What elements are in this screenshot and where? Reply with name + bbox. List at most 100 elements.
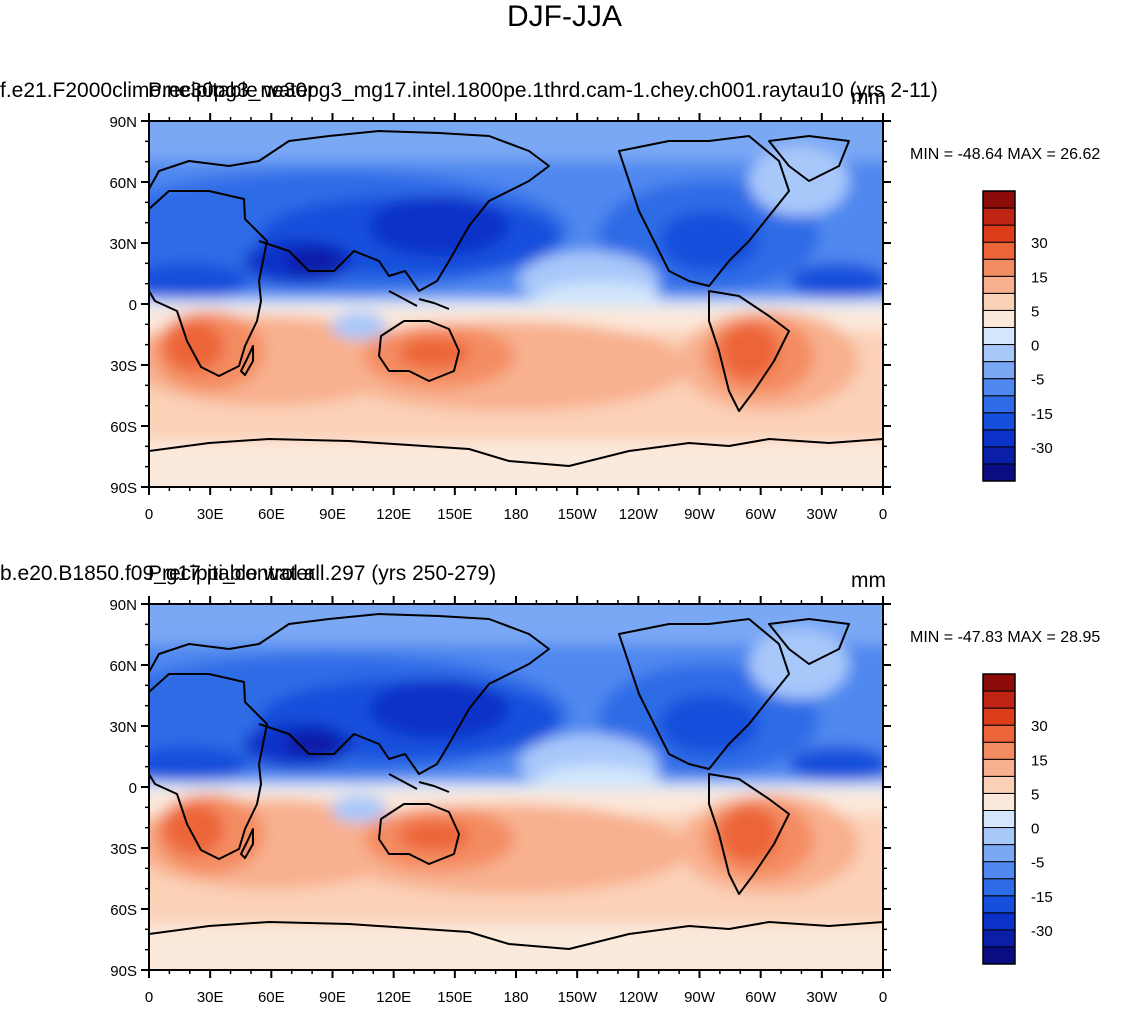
colorbar-box (982, 326, 1016, 346)
colorbar-label: 0 (1031, 821, 1039, 838)
y-tick-label: 30S (110, 358, 137, 375)
colorbar-box (982, 378, 1016, 397)
colorbar-box (982, 309, 1016, 328)
x-tick-label: 30E (197, 506, 224, 523)
x-tick-label: 150E (437, 989, 472, 1006)
x-tick-label: 30W (806, 506, 838, 523)
x-tick-label: 60E (258, 506, 285, 523)
colorbar-label: 30 (1031, 235, 1048, 252)
y-tick-label: 30N (109, 236, 137, 253)
x-tick-label: 0 (145, 989, 153, 1006)
x-tick-label: 60W (745, 989, 777, 1006)
colorbar-label: 30 (1031, 718, 1048, 735)
panel-1-min-max: MIN = -48.64 MAX = 26.62 (910, 146, 1101, 163)
colorbar: -30 -15 -5 0 5 15 30 (982, 190, 1053, 482)
colorbar-label: 5 (1031, 303, 1039, 320)
colorbar-box (982, 792, 1016, 811)
x-tick-label: 180 (503, 506, 528, 523)
colorbar-box (982, 429, 1016, 448)
x-tick-label: 180 (503, 989, 528, 1006)
colorbar-box (982, 861, 1016, 880)
colorbar-label: 15 (1031, 269, 1048, 286)
y-tick-label: 60S (110, 902, 137, 919)
colorbar-box (982, 707, 1016, 726)
colorbar-box (982, 463, 1016, 482)
x-tick-label: 150W (558, 506, 598, 523)
colorbar-box (982, 412, 1016, 431)
panel-2-min-max: MIN = -47.83 MAX = 28.95 (910, 629, 1101, 646)
y-tick-label: 0 (129, 297, 137, 314)
panel-2-units: mm (851, 569, 886, 592)
x-tick-label: 120W (619, 989, 659, 1006)
x-tick-label: 0 (879, 506, 887, 523)
y-tick-label: 0 (129, 780, 137, 797)
x-tick-label: 60E (258, 989, 285, 1006)
colorbar-box (982, 775, 1016, 794)
colorbar-box (982, 827, 1016, 846)
y-tick-label: 30N (109, 719, 137, 736)
x-tick-label: 90E (319, 506, 346, 523)
figure-title: DJF-JJA (507, 0, 622, 33)
colorbar-box (982, 190, 1016, 209)
x-tick-label: 30E (197, 989, 224, 1006)
colorbar-label: -30 (1031, 923, 1053, 940)
panel-1-units: mm (851, 86, 886, 109)
colorbar-box (982, 724, 1016, 743)
colorbar-box (982, 844, 1016, 863)
field-shading (149, 121, 883, 487)
panel-2-variable-title: Precipitable water (148, 562, 315, 585)
y-tick-label: 90S (110, 963, 137, 980)
colorbar-box (982, 929, 1016, 948)
colorbar-label: 15 (1031, 752, 1048, 769)
colorbar-box (982, 275, 1016, 294)
panel-2-left-title: b.e20.B1850.f09_g17.pi_control.all.297 (… (0, 562, 497, 585)
colorbar-box (982, 895, 1016, 914)
y-tick-label: 90N (109, 114, 137, 131)
y-tick-label: 90N (109, 597, 137, 614)
colorbar-label: -15 (1031, 406, 1053, 423)
colorbar-label: 0 (1031, 338, 1039, 355)
x-tick-label: 90E (319, 989, 346, 1006)
x-tick-label: 0 (145, 506, 153, 523)
colorbar-label: -30 (1031, 440, 1053, 457)
precipitable-water-field (149, 121, 883, 487)
x-tick-label: 60W (745, 506, 777, 523)
colorbar-box (982, 758, 1016, 777)
x-tick-label: 90W (684, 989, 716, 1006)
panels-root: 0 30E 60E 90E 120E 150E 180 150W 120W 90W 60W 30W 09… (109, 113, 1053, 1006)
panel-1-variable-title: Precipitable water (148, 79, 315, 102)
x-tick-label: 120E (376, 989, 411, 1006)
y-tick-label: 60N (109, 658, 137, 675)
x-tick-label: 150W (558, 989, 598, 1006)
colorbar-box (982, 258, 1016, 277)
colorbar-box (982, 292, 1016, 311)
colorbar-box (982, 446, 1016, 465)
colorbar-label: 5 (1031, 786, 1039, 803)
colorbar-label: -15 (1031, 889, 1053, 906)
colorbar-box (982, 224, 1016, 243)
colorbar-frame (982, 673, 1016, 965)
colorbar-box (982, 741, 1016, 760)
colorbar-box (982, 690, 1016, 709)
field-shading (149, 604, 883, 970)
y-tick-label: 30S (110, 841, 137, 858)
colorbar-label: -5 (1031, 855, 1044, 872)
panel-1-left-title: f.e21.F2000climo.ne30pg3_ne30pg3_mg17.in… (0, 79, 938, 102)
colorbar-box (982, 207, 1016, 226)
colorbar-box (982, 361, 1016, 380)
y-tick-label: 60S (110, 419, 137, 436)
y-tick-label: 60N (109, 175, 137, 192)
x-tick-label: 0 (879, 989, 887, 1006)
colorbar-box (982, 241, 1016, 260)
map-panel-2: 0 30E 60E 90E 120E 150E 180 150W 120W 90W 60W 30W 09… (109, 596, 1053, 1006)
precipitable-water-field (149, 604, 883, 970)
colorbar-box (982, 946, 1016, 965)
x-tick-label: 30W (806, 989, 838, 1006)
colorbar-label: -5 (1031, 372, 1044, 389)
x-tick-label: 90W (684, 506, 716, 523)
y-tick-label: 90S (110, 480, 137, 497)
map-panel-1: 0 30E 60E 90E 120E 150E 180 150W 120W 90W 60W 30W 09… (109, 113, 1053, 523)
colorbar-box (982, 344, 1016, 363)
x-tick-label: 120E (376, 506, 411, 523)
